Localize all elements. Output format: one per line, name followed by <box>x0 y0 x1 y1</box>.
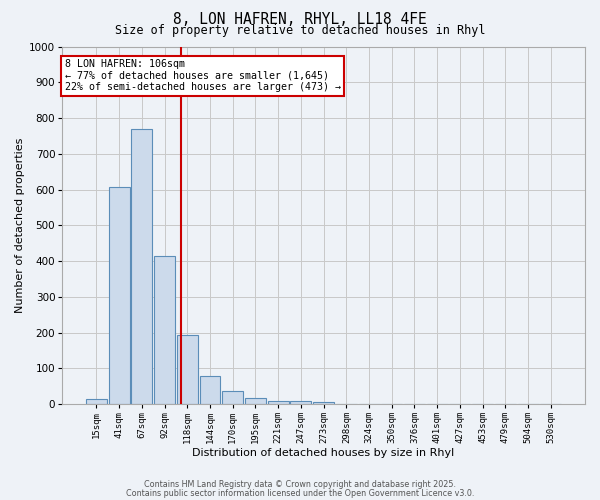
Y-axis label: Number of detached properties: Number of detached properties <box>15 138 25 313</box>
Bar <box>177 335 198 404</box>
Bar <box>290 400 311 404</box>
Bar <box>109 187 130 404</box>
X-axis label: Distribution of detached houses by size in Rhyl: Distribution of detached houses by size … <box>193 448 455 458</box>
Text: Contains HM Land Registry data © Crown copyright and database right 2025.: Contains HM Land Registry data © Crown c… <box>144 480 456 489</box>
Bar <box>131 129 152 404</box>
Bar <box>313 402 334 404</box>
Text: 8, LON HAFREN, RHYL, LL18 4FE: 8, LON HAFREN, RHYL, LL18 4FE <box>173 12 427 27</box>
Bar <box>223 390 243 404</box>
Bar <box>245 398 266 404</box>
Text: 8 LON HAFREN: 106sqm
← 77% of detached houses are smaller (1,645)
22% of semi-de: 8 LON HAFREN: 106sqm ← 77% of detached h… <box>65 59 341 92</box>
Bar <box>200 376 220 404</box>
Bar <box>154 256 175 404</box>
Bar <box>268 400 289 404</box>
Text: Contains public sector information licensed under the Open Government Licence v3: Contains public sector information licen… <box>126 489 474 498</box>
Text: Size of property relative to detached houses in Rhyl: Size of property relative to detached ho… <box>115 24 485 37</box>
Bar <box>86 399 107 404</box>
